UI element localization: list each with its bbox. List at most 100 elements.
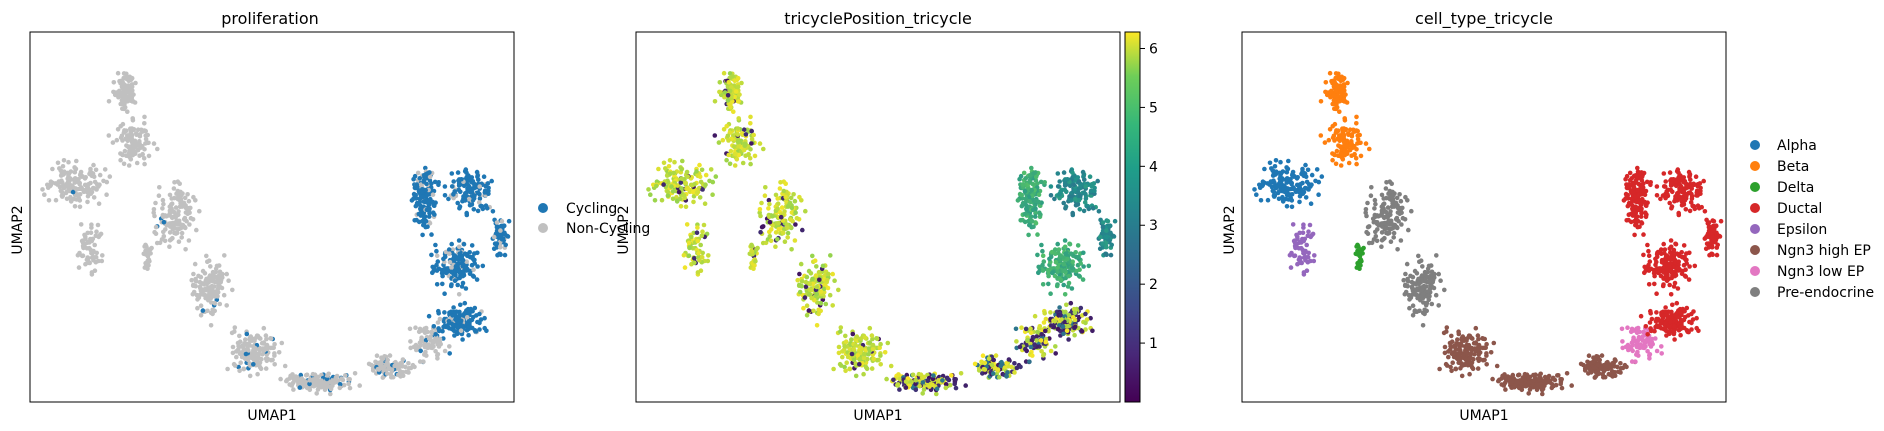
data-point xyxy=(1276,196,1282,202)
data-point xyxy=(441,256,446,262)
data-point xyxy=(1355,243,1361,249)
data-point xyxy=(1072,332,1077,338)
data-point xyxy=(1025,337,1030,343)
data-point xyxy=(1276,189,1282,194)
data-point xyxy=(230,287,235,293)
data-point xyxy=(421,199,427,204)
data-point xyxy=(447,351,453,356)
data-point xyxy=(1578,361,1584,367)
data-point xyxy=(762,193,768,198)
data-point xyxy=(149,245,154,251)
data-point xyxy=(1029,218,1035,224)
data-point xyxy=(494,241,500,246)
data-point xyxy=(1391,230,1397,236)
data-point xyxy=(131,92,136,97)
data-point xyxy=(995,367,1001,372)
data-point xyxy=(878,353,883,358)
data-point xyxy=(1444,325,1450,330)
data-point xyxy=(232,325,238,330)
data-point xyxy=(470,254,475,260)
data-point xyxy=(1314,167,1320,172)
data-point xyxy=(758,229,763,235)
data-point xyxy=(779,205,785,210)
data-point xyxy=(1386,230,1392,236)
data-point xyxy=(698,268,704,274)
data-point xyxy=(1040,268,1046,273)
data-point xyxy=(654,183,659,189)
data-point xyxy=(107,174,113,179)
data-point xyxy=(337,385,343,391)
data-point xyxy=(1403,271,1408,277)
data-point xyxy=(1384,214,1390,220)
data-point xyxy=(753,259,758,264)
data-point xyxy=(471,193,477,198)
data-point xyxy=(1385,205,1391,210)
data-point xyxy=(931,373,936,378)
data-point xyxy=(1064,189,1069,195)
data-point xyxy=(464,259,470,265)
data-point xyxy=(422,344,428,350)
data-point xyxy=(1290,222,1296,227)
data-point xyxy=(436,311,442,316)
data-point xyxy=(123,85,128,90)
data-point xyxy=(65,170,71,176)
data-point xyxy=(730,74,735,79)
data-point xyxy=(763,185,768,190)
data-point xyxy=(1265,197,1271,203)
data-point xyxy=(491,246,497,251)
data-point xyxy=(807,281,813,287)
data-point xyxy=(1304,179,1310,185)
data-point xyxy=(1620,339,1625,344)
data-point xyxy=(1055,326,1061,332)
data-point xyxy=(646,187,651,192)
data-point xyxy=(1634,326,1639,332)
data-point xyxy=(853,373,859,379)
data-point xyxy=(694,169,699,174)
data-point xyxy=(1393,200,1399,206)
data-point xyxy=(143,128,148,134)
data-point xyxy=(1364,229,1369,235)
data-point xyxy=(447,251,452,256)
data-point xyxy=(1287,252,1293,258)
data-point xyxy=(1068,198,1074,203)
data-point xyxy=(990,371,996,376)
data-point xyxy=(1336,74,1341,79)
data-point xyxy=(469,243,475,248)
data-point xyxy=(197,208,202,214)
data-point xyxy=(775,206,780,212)
data-point xyxy=(1470,366,1476,372)
data-point xyxy=(1382,220,1387,226)
data-point xyxy=(1055,241,1060,247)
data-point xyxy=(1062,244,1068,250)
data-point xyxy=(1057,305,1062,310)
data-point xyxy=(248,334,254,339)
data-point xyxy=(474,169,480,175)
data-point xyxy=(794,215,800,221)
data-point xyxy=(437,339,443,345)
data-point xyxy=(186,238,192,243)
data-point xyxy=(843,339,849,345)
data-point xyxy=(749,136,755,142)
data-point xyxy=(1446,354,1451,360)
data-point xyxy=(434,248,439,254)
data-point xyxy=(1619,326,1625,332)
data-point xyxy=(800,227,805,233)
data-point xyxy=(1006,357,1012,362)
data-point xyxy=(407,326,413,332)
data-point xyxy=(1408,295,1414,300)
data-point xyxy=(462,251,468,256)
data-point xyxy=(1097,246,1103,251)
data-point xyxy=(234,349,239,354)
data-point xyxy=(731,109,736,114)
data-point xyxy=(1077,267,1082,273)
data-point xyxy=(1289,204,1295,210)
data-point xyxy=(757,207,763,212)
data-point xyxy=(1475,333,1481,338)
data-point xyxy=(740,160,746,166)
legend: Cycling Non-Cycling xyxy=(538,201,650,237)
data-point xyxy=(1540,391,1545,397)
data-point xyxy=(430,264,436,270)
data-point xyxy=(1509,379,1515,384)
data-point xyxy=(1032,313,1038,319)
data-point xyxy=(116,90,122,95)
